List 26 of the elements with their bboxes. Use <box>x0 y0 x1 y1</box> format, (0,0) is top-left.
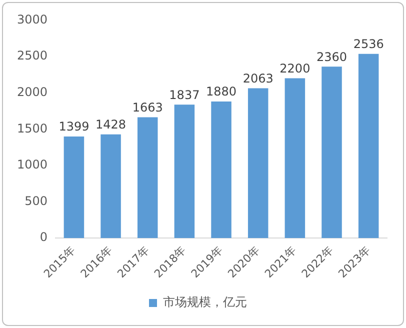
bar <box>358 54 379 238</box>
y-tick-label: 3000 <box>16 12 48 26</box>
data-label: 1837 <box>169 88 200 102</box>
y-tick-label: 0 <box>40 230 48 244</box>
bar <box>322 66 342 238</box>
y-tick-label: 1000 <box>16 158 48 172</box>
data-label: 2200 <box>280 61 310 76</box>
y-tick-label: 500 <box>24 194 48 208</box>
bar <box>211 102 232 238</box>
data-label: 2360 <box>316 50 348 64</box>
data-label: 2063 <box>242 71 274 86</box>
data-label: 1880 <box>206 84 237 99</box>
legend-label: 市场规模，亿元 <box>163 295 247 310</box>
bar <box>137 117 158 238</box>
bar <box>248 88 268 238</box>
data-label: 1428 <box>96 118 126 132</box>
data-label: 2536 <box>353 37 384 52</box>
y-tick-label: 2000 <box>16 84 48 99</box>
y-tick-label: 1500 <box>16 121 48 136</box>
y-tick-label: 2500 <box>16 48 48 63</box>
bar <box>100 134 121 238</box>
bar <box>174 104 195 238</box>
data-label: 1663 <box>132 100 163 114</box>
bar <box>64 136 84 238</box>
data-label: 1399 <box>58 120 90 134</box>
bar <box>284 78 306 238</box>
